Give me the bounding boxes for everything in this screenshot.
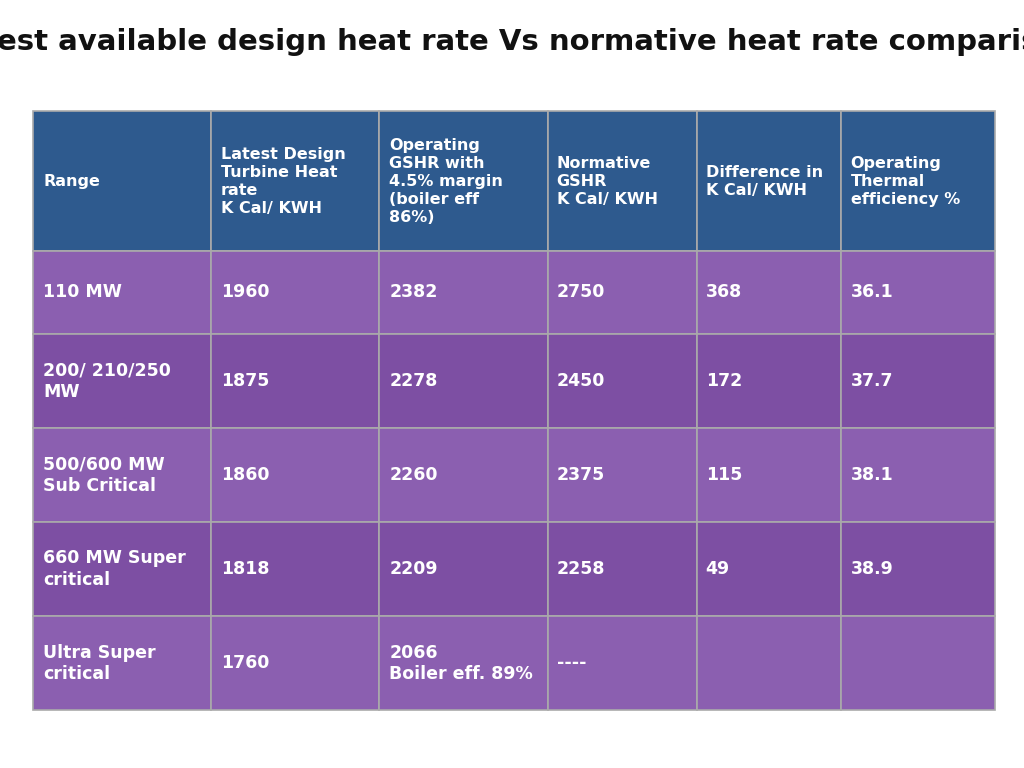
Text: 2375: 2375 [557, 466, 605, 484]
Text: Ultra Super
critical: Ultra Super critical [43, 644, 156, 683]
Text: 110 MW: 110 MW [43, 283, 122, 302]
Text: Normative
GSHR
K Cal/ KWH: Normative GSHR K Cal/ KWH [557, 156, 657, 207]
Text: 500/600 MW
Sub Critical: 500/600 MW Sub Critical [43, 455, 165, 495]
Text: 2258: 2258 [557, 560, 605, 578]
Text: 36.1: 36.1 [851, 283, 893, 302]
Text: 2450: 2450 [557, 372, 605, 390]
Text: 2260: 2260 [389, 466, 438, 484]
Text: 1875: 1875 [221, 372, 269, 390]
Text: 660 MW Super
critical: 660 MW Super critical [43, 549, 186, 589]
Text: ----: ---- [557, 654, 586, 672]
Text: Latest available design heat rate Vs normative heat rate comparison: Latest available design heat rate Vs nor… [0, 28, 1024, 56]
Text: Range: Range [43, 174, 100, 189]
Text: 368: 368 [706, 283, 741, 302]
Text: 1818: 1818 [221, 560, 269, 578]
Text: 2209: 2209 [389, 560, 438, 578]
Text: 2066
Boiler eff. 89%: 2066 Boiler eff. 89% [389, 644, 534, 683]
Text: 1760: 1760 [221, 654, 269, 672]
Text: Difference in
K Cal/ KWH: Difference in K Cal/ KWH [706, 165, 822, 197]
Text: Operating
GSHR with
4.5% margin
(boiler eff
86%): Operating GSHR with 4.5% margin (boiler … [389, 137, 503, 225]
Text: Operating
Thermal
efficiency %: Operating Thermal efficiency % [851, 156, 959, 207]
Text: 49: 49 [706, 560, 730, 578]
Text: 200/ 210/250
MW: 200/ 210/250 MW [43, 361, 171, 401]
Text: 2750: 2750 [557, 283, 605, 302]
Text: 1960: 1960 [221, 283, 269, 302]
Text: 115: 115 [706, 466, 742, 484]
Text: 37.7: 37.7 [851, 372, 893, 390]
Text: 2382: 2382 [389, 283, 438, 302]
Text: 1860: 1860 [221, 466, 269, 484]
Text: 172: 172 [706, 372, 741, 390]
Text: 2278: 2278 [389, 372, 438, 390]
Text: 38.1: 38.1 [851, 466, 893, 484]
Text: Latest Design
Turbine Heat
rate
K Cal/ KWH: Latest Design Turbine Heat rate K Cal/ K… [221, 147, 346, 216]
Text: 38.9: 38.9 [851, 560, 893, 578]
